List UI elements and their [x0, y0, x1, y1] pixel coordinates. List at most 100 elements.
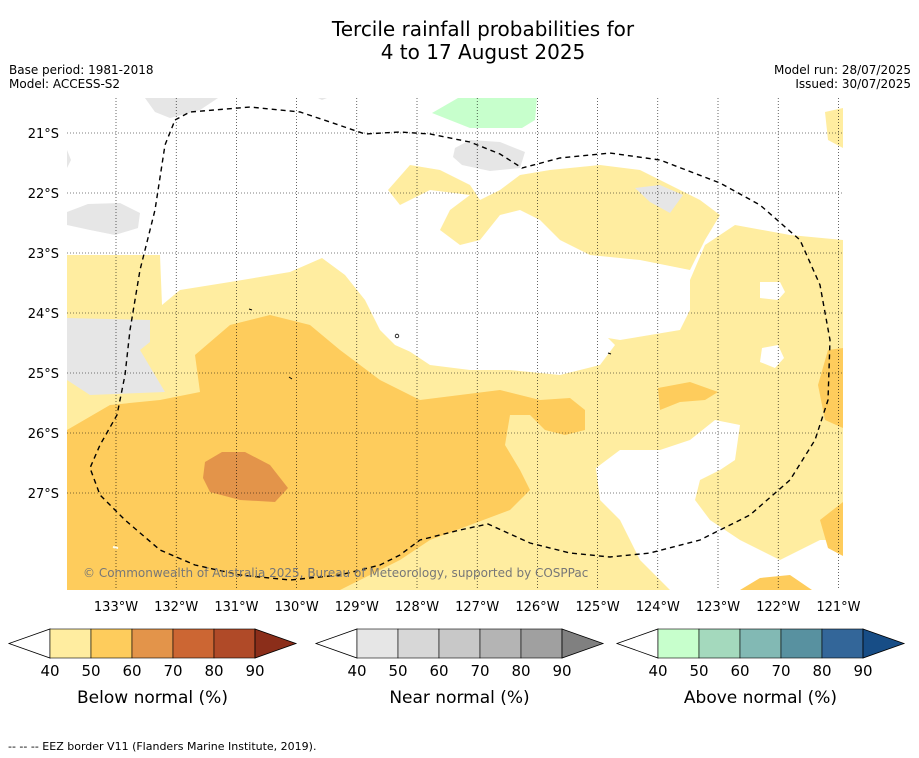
near-normal-40-50-west-3 [67, 150, 71, 168]
lat-label: 22°S [28, 187, 59, 202]
near-normal-40-50-north-2 [453, 140, 525, 171]
issued-date: Issued: 30/07/2025 [795, 77, 911, 91]
colorbars: 40 50 60 70 80 90 Below normal (%) 40 50 60 70 80 90… [7, 628, 906, 708]
copyright-notice: © Commonwealth of Australia 2025, Bureau… [83, 566, 588, 580]
colorbar-segment [131, 628, 174, 659]
white-gap-4 [400, 300, 615, 375]
colorbar-1: 40 50 60 70 80 90 Below normal (%) [7, 628, 298, 708]
colorbar-title: Below normal (%) [77, 688, 228, 708]
longitude-labels: 133°W 132°W 131°W 130°W 129°W 128°W 127°W 126°W… [94, 600, 861, 615]
lon-label: 126°W [515, 600, 559, 615]
colorbar-tick-label: 50 [81, 662, 100, 680]
colorbar-tick-label: 70 [163, 662, 182, 680]
colorbar-tick-label: 80 [511, 662, 530, 680]
above-normal-40-50-region [432, 98, 537, 128]
lon-label: 125°W [576, 600, 620, 615]
colorbar-max-extend [561, 628, 605, 659]
below-normal-60-70-region [203, 452, 288, 502]
model-name: Model: ACCESS-S2 [9, 77, 121, 91]
lon-label: 121°W [816, 600, 860, 615]
colorbar-2: 40 50 60 70 80 90 Near normal (%) [314, 628, 605, 708]
colorbar-segment [657, 628, 700, 659]
island-marker-4 [607, 352, 612, 355]
lon-label: 132°W [154, 600, 198, 615]
lon-label: 123°W [696, 600, 740, 615]
lat-label: 26°S [28, 427, 59, 442]
lon-label: 128°W [395, 600, 439, 615]
colorbar-segment [90, 628, 133, 659]
colorbar-segment [438, 628, 481, 659]
colorbar-tick-label: 90 [245, 662, 264, 680]
colorbar-segment [172, 628, 215, 659]
colorbar-tick-label: 70 [470, 662, 489, 680]
below-normal-50-60-region [67, 315, 585, 590]
below-normal-50-60-east-1 [658, 382, 718, 410]
colorbar-tick-label: 80 [204, 662, 223, 680]
colorbar-tick-label: 40 [347, 662, 366, 680]
title-line-2: 4 to 17 August 2025 [380, 40, 586, 64]
colorbar-max-extend [254, 628, 298, 659]
colorbar-segment [49, 628, 92, 659]
latitude-labels: 21°S 22°S 23°S 24°S 25°S 26°S 27°S [28, 127, 59, 502]
near-normal-40-50-north-4 [318, 98, 327, 100]
colorbar-segment [780, 628, 823, 659]
base-period: Base period: 1981-2018 [9, 63, 154, 77]
colorbar-tick-label: 40 [648, 662, 667, 680]
lon-label: 122°W [756, 600, 800, 615]
below-normal-40-50-north [388, 165, 720, 270]
colorbar-title: Above normal (%) [684, 688, 837, 708]
colorbar-tick-label: 60 [730, 662, 749, 680]
meta-right: Model run: 28/07/2025 Issued: 30/07/2025 [774, 63, 911, 91]
colorbar-segment [356, 628, 399, 659]
colorbar-segment [698, 628, 741, 659]
white-gap-1 [596, 420, 843, 590]
colorbar-tick-label: 50 [388, 662, 407, 680]
island-marker-5 [112, 546, 119, 549]
island-marker-1 [248, 308, 253, 311]
lat-label: 23°S [28, 247, 59, 262]
lon-label: 129°W [335, 600, 379, 615]
eez-border-line [89, 106, 831, 581]
colorbar-tick-label: 70 [771, 662, 790, 680]
meta-left: Base period: 1981-2018 Model: ACCESS-S2 [9, 63, 154, 91]
lat-label: 21°S [28, 127, 59, 142]
colorbar-tick-label: 60 [429, 662, 448, 680]
title-line-1: Tercile rainfall probabilities for [331, 17, 635, 41]
near-normal-40-50-north-3 [635, 185, 683, 213]
map-title: Tercile rainfall probabilities for 4 to … [0, 18, 919, 64]
island-marker-3 [394, 333, 400, 339]
colorbar-min-extend [314, 628, 358, 659]
colorbar-segment [213, 628, 256, 659]
colorbar-tick-label: 80 [812, 662, 831, 680]
below-normal-50-60-east-3 [820, 502, 843, 556]
lon-label: 130°W [275, 600, 319, 615]
lon-label: 131°W [214, 600, 258, 615]
colorbar-min-extend [7, 628, 51, 659]
colorbar-title: Near normal (%) [389, 688, 529, 708]
colorbar-tick-label: 50 [689, 662, 708, 680]
lat-label: 24°S [28, 307, 59, 322]
colorbar-segment [397, 628, 440, 659]
below-normal-50-60-south [740, 575, 812, 590]
colorbar-tick-label: 40 [40, 662, 59, 680]
colorbar-min-extend [615, 628, 659, 659]
colorbar-tick-label: 60 [122, 662, 141, 680]
white-gap-2 [760, 282, 785, 300]
map-gridlines [67, 98, 843, 590]
near-normal-40-50-north-1 [145, 98, 218, 118]
island-marker-2 [288, 376, 293, 380]
eez-footnote: -- -- -- EEZ border V11 (Flanders Marine… [8, 740, 317, 753]
colorbar-segment [520, 628, 563, 659]
colorbar-tick-label: 90 [552, 662, 571, 680]
lon-label: 124°W [636, 600, 680, 615]
map-plot-area: © Commonwealth of Australia 2025, Bureau… [67, 98, 843, 590]
map-figure: © Commonwealth of Australia 2025, Bureau… [7, 98, 906, 708]
colorbar-3: 40 50 60 70 80 90 Above normal (%) [615, 628, 906, 708]
colorbar-segment [739, 628, 782, 659]
model-run: Model run: 28/07/2025 [773, 63, 911, 77]
below-normal-50-60-east-2 [818, 348, 843, 428]
colorbar-segment [821, 628, 864, 659]
colorbar-tick-label: 90 [853, 662, 872, 680]
lat-label: 27°S [28, 487, 59, 502]
colorbar-max-extend [862, 628, 906, 659]
